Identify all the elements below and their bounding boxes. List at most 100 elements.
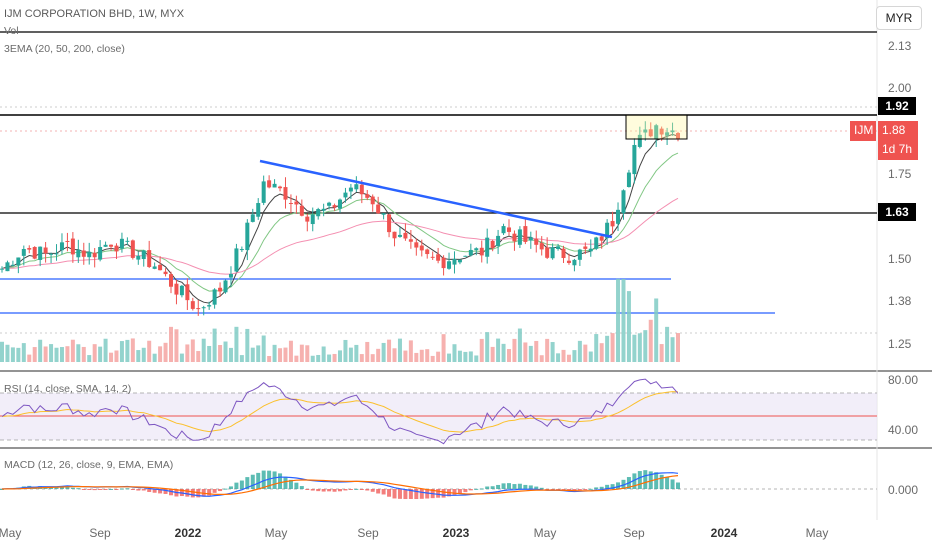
ema-50-line <box>1 152 679 292</box>
macd-histogram-bar <box>119 488 124 490</box>
volume-bar <box>218 345 223 362</box>
candle-body <box>103 244 108 247</box>
candle-body <box>479 247 484 256</box>
candle-body <box>528 237 533 241</box>
macd-histogram-bar <box>218 489 223 492</box>
volume-bar <box>136 350 141 362</box>
candle-body <box>637 134 642 147</box>
candle-body <box>70 238 75 255</box>
candle-body <box>648 129 653 137</box>
volume-bar <box>250 347 255 362</box>
candle-body <box>626 172 631 187</box>
macd-histogram-bar <box>676 482 680 489</box>
candle-body <box>119 238 124 249</box>
macd-histogram-bar <box>228 486 233 489</box>
macd-histogram-bar <box>261 470 266 489</box>
range-highlight-box[interactable] <box>625 114 688 140</box>
candle-body <box>185 284 190 301</box>
volume-bar <box>38 339 43 362</box>
volume-bar <box>261 335 266 362</box>
time-label: Sep <box>357 526 379 540</box>
candle-body <box>283 187 288 200</box>
candle-body <box>43 247 48 254</box>
candle-body <box>359 184 364 195</box>
macd-histogram-bar <box>599 486 604 489</box>
level-tag-1-63: 1.63 <box>878 203 916 221</box>
macd-histogram-bar <box>310 489 315 491</box>
candle-body <box>267 180 272 188</box>
macd-histogram-bar <box>403 489 408 500</box>
volume-bar <box>397 338 402 362</box>
candle-body <box>414 242 419 248</box>
candle-body <box>436 254 441 261</box>
volume-bar <box>545 338 550 362</box>
volume-bar <box>479 338 484 362</box>
volume-bar <box>98 346 103 362</box>
candle-body <box>310 214 315 225</box>
volume-bar <box>196 351 201 362</box>
volume-bar <box>32 347 37 362</box>
candle-body <box>305 216 310 222</box>
macd-histogram-bar <box>457 489 462 494</box>
volume-bar <box>109 352 114 362</box>
volume-bar <box>359 354 364 362</box>
volume-bar <box>599 343 604 362</box>
macd-histogram-bar <box>338 489 342 492</box>
candle-body <box>457 259 462 263</box>
macd-histogram-bar <box>87 489 92 490</box>
macd-histogram-bar <box>436 489 441 498</box>
macd-histogram-bar <box>256 472 261 489</box>
volume-bar <box>87 355 92 362</box>
candle-body <box>87 251 92 258</box>
candle-body <box>196 308 201 310</box>
macd-histogram-bar <box>528 485 533 489</box>
candle-body <box>288 203 293 205</box>
volume-bar <box>267 355 272 362</box>
candle-body <box>572 259 577 266</box>
candle-body <box>32 247 37 259</box>
candle-body <box>659 128 664 135</box>
macd-histogram-bar <box>272 471 277 489</box>
candle-body <box>10 264 15 266</box>
macd-histogram-bar <box>643 470 648 489</box>
volume-legend: Vol <box>4 25 19 37</box>
macd-histogram-bar <box>223 488 228 490</box>
volume-bar <box>616 278 621 362</box>
volume-bar <box>556 353 561 362</box>
candle-body <box>27 248 32 250</box>
price-tick: 1.25 <box>888 337 912 351</box>
currency-button[interactable]: MYR <box>876 6 922 30</box>
descending-trendline[interactable] <box>259 159 613 239</box>
volume-bar <box>457 350 462 362</box>
macd-histogram-bar <box>370 489 375 492</box>
volume-bar <box>441 334 446 362</box>
candle-body <box>501 226 506 234</box>
macd-histogram-bar <box>501 483 506 489</box>
volume-bar <box>21 343 26 362</box>
price-tick: 2.13 <box>888 39 912 53</box>
candle-body <box>152 266 157 269</box>
macd-histogram-bar <box>98 489 103 490</box>
volume-bar <box>507 349 511 362</box>
volume-bar <box>539 355 544 362</box>
volume-bar <box>436 351 441 362</box>
macd-histogram-bar <box>239 480 244 489</box>
candle-body <box>49 253 54 255</box>
macd-histogram-bar <box>0 489 4 490</box>
candle-body <box>239 249 244 251</box>
volume-bar <box>81 346 86 362</box>
volume-bar <box>370 354 375 362</box>
candle-body <box>676 133 680 140</box>
macd-histogram-bar <box>419 489 424 499</box>
ema-200-line <box>1 197 679 275</box>
macd-histogram-bar <box>92 489 97 491</box>
volume-bar <box>245 328 250 362</box>
macd-histogram-bar <box>670 479 675 489</box>
volume-bar <box>327 354 332 362</box>
candle-body <box>130 240 135 258</box>
volume-bar <box>534 340 539 362</box>
volume-bar <box>316 354 321 362</box>
volume-bar <box>10 347 15 362</box>
volume-bar <box>381 342 386 362</box>
